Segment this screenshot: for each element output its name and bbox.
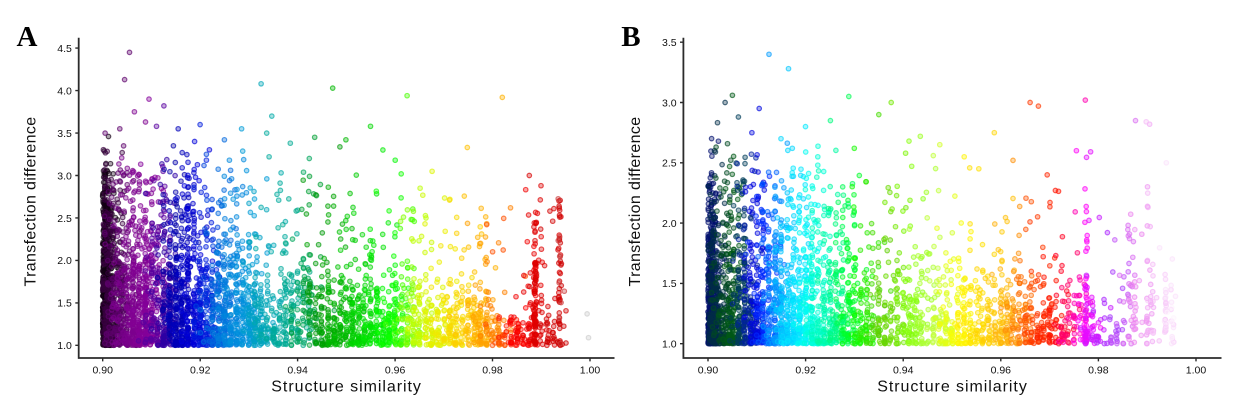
svg-text:Structure similarity: Structure similarity: [271, 379, 422, 396]
svg-text:Transfection difference: Transfection difference: [627, 117, 644, 287]
svg-text:3.0: 3.0: [57, 170, 72, 182]
svg-text:B: B: [621, 21, 640, 53]
svg-text:2.0: 2.0: [662, 218, 677, 230]
svg-text:1.00: 1.00: [580, 365, 601, 377]
svg-text:0.92: 0.92: [795, 365, 816, 377]
svg-text:4.0: 4.0: [57, 85, 72, 97]
svg-text:2.5: 2.5: [662, 158, 677, 170]
svg-text:2.0: 2.0: [57, 255, 72, 267]
svg-text:0.90: 0.90: [698, 365, 719, 377]
svg-text:A: A: [17, 21, 38, 53]
svg-text:Structure similarity: Structure similarity: [877, 379, 1028, 396]
svg-text:0.96: 0.96: [385, 365, 406, 377]
svg-text:0.92: 0.92: [190, 365, 211, 377]
svg-text:0.94: 0.94: [287, 365, 308, 377]
svg-text:1.5: 1.5: [662, 278, 677, 290]
svg-text:0.94: 0.94: [893, 365, 914, 377]
svg-text:1.0: 1.0: [57, 340, 72, 352]
svg-text:1.0: 1.0: [662, 339, 677, 351]
svg-text:0.90: 0.90: [92, 365, 113, 377]
svg-text:Transfection difference: Transfection difference: [23, 117, 40, 287]
svg-text:0.98: 0.98: [482, 365, 503, 377]
svg-text:2.5: 2.5: [57, 213, 72, 225]
svg-text:1.5: 1.5: [57, 298, 72, 310]
svg-text:4.5: 4.5: [57, 43, 72, 55]
svg-text:3.5: 3.5: [57, 128, 72, 140]
svg-text:3.5: 3.5: [662, 37, 677, 49]
svg-text:3.0: 3.0: [662, 97, 677, 109]
svg-text:1.00: 1.00: [1186, 365, 1207, 377]
svg-text:0.98: 0.98: [1088, 365, 1109, 377]
svg-text:0.96: 0.96: [991, 365, 1012, 377]
